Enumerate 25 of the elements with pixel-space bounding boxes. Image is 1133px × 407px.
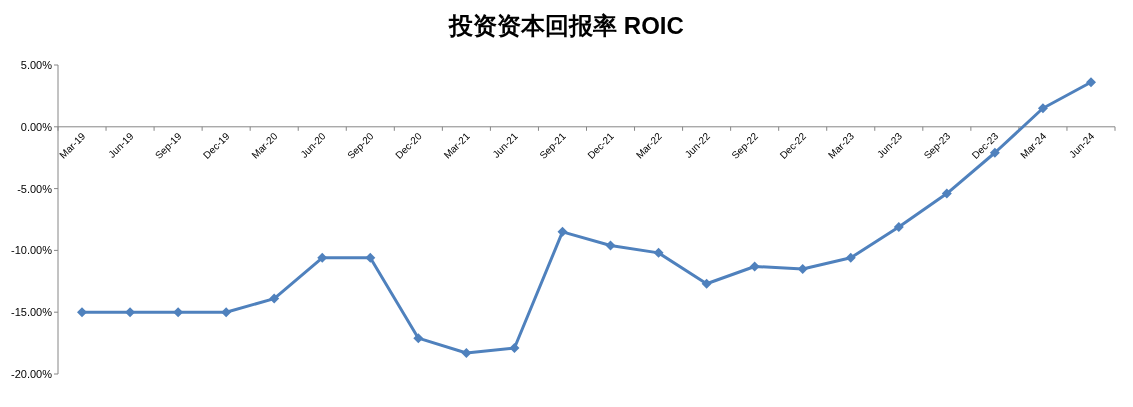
point	[749, 261, 760, 272]
point	[557, 226, 568, 237]
point	[701, 278, 712, 289]
point	[269, 293, 280, 304]
point	[941, 188, 952, 199]
y-tick-label: 0.00%	[20, 120, 53, 133]
point	[1037, 103, 1048, 114]
y-tick-label: 5.00%	[20, 59, 53, 71]
y-tick-label: -5.00%	[17, 182, 53, 195]
point	[413, 333, 424, 344]
point	[845, 252, 856, 263]
point	[653, 247, 664, 258]
y-tick-label: -20.00%	[11, 368, 53, 380]
point	[1085, 77, 1096, 88]
point	[893, 221, 904, 232]
point	[509, 343, 520, 354]
point	[221, 307, 232, 318]
point	[461, 347, 472, 358]
y-tick-label: -10.00%	[11, 244, 53, 257]
y-tick-label: -15.00%	[11, 306, 53, 319]
point	[797, 263, 808, 274]
chart-title: 投资资本回报率 ROIC	[448, 12, 684, 39]
point	[317, 252, 328, 263]
point	[605, 240, 616, 251]
point	[365, 252, 376, 263]
